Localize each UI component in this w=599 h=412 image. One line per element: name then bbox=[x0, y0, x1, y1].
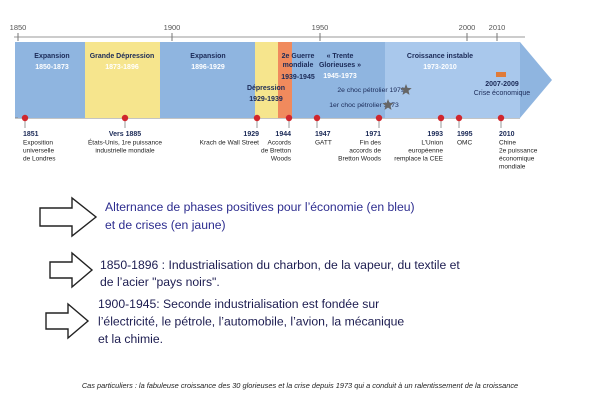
event-dot bbox=[21, 114, 29, 122]
event-text: universelle bbox=[23, 148, 54, 155]
event-text: Krach de Wall Street bbox=[200, 140, 260, 147]
event-year: 1971 bbox=[365, 131, 381, 138]
phase-period: 1973-2010 bbox=[423, 64, 457, 71]
event-year: 1993 bbox=[427, 131, 443, 138]
event-text: Accords bbox=[268, 140, 292, 147]
phase-band bbox=[292, 42, 385, 118]
event-text: L’Union bbox=[421, 140, 443, 147]
bullet-text: Alternance de phases positives pour l’éc… bbox=[105, 200, 415, 214]
bullet-text: de l’acier "pays noirs". bbox=[100, 275, 220, 289]
arrow-icon bbox=[39, 196, 98, 238]
event-dot bbox=[313, 114, 321, 122]
bullet-text: et de crises (en jaune) bbox=[105, 218, 226, 232]
event-text: économique bbox=[499, 156, 535, 163]
star bbox=[382, 99, 394, 110]
bullet-text: et la chimie. bbox=[98, 332, 163, 346]
phase-title: mondiale bbox=[283, 62, 314, 69]
phase-title: Croissance instable bbox=[407, 53, 473, 60]
year-label: 2010 bbox=[489, 23, 506, 32]
phase-title: Dépression bbox=[247, 85, 285, 92]
event-text: de Bretton bbox=[261, 148, 291, 155]
arrows bbox=[39, 196, 98, 340]
star bbox=[400, 84, 412, 95]
arrow-icon bbox=[45, 302, 90, 340]
event-dot bbox=[375, 114, 383, 122]
year-label: 1900 bbox=[164, 23, 181, 32]
arrow-icon bbox=[49, 251, 94, 289]
event-text: mondiale bbox=[499, 164, 526, 171]
event-year: 2010 bbox=[499, 131, 515, 138]
event-dot bbox=[285, 114, 293, 122]
event-text: Woods bbox=[271, 156, 292, 163]
shock-label: 1er choc pétrolier 1973 bbox=[329, 102, 399, 109]
event-dot bbox=[253, 114, 261, 122]
phase-period: 1896-1929 bbox=[191, 64, 225, 71]
event-text: remplace la CEE bbox=[394, 156, 443, 163]
event-text: de Londres bbox=[23, 156, 56, 163]
event-text: Exposition bbox=[23, 140, 53, 147]
event-text: 2e puissance bbox=[499, 148, 538, 155]
event-text: industrielle mondiale bbox=[95, 148, 155, 155]
year-label: 2000 bbox=[459, 23, 476, 32]
phase-period: 1873-1896 bbox=[105, 64, 139, 71]
phase-title: « Trente bbox=[327, 53, 354, 60]
phase-band bbox=[18, 42, 85, 118]
event-year: 1947 bbox=[315, 131, 331, 138]
event-text: OMC bbox=[457, 140, 472, 147]
phase-title: 2007-2009 bbox=[485, 81, 519, 88]
event-text: Chine bbox=[499, 140, 516, 147]
event-dot bbox=[121, 114, 129, 122]
event-year: 1944 bbox=[275, 131, 291, 138]
shock-label: 2e choc pétrolier 1979 bbox=[337, 87, 404, 94]
event-year: 1995 bbox=[457, 131, 473, 138]
event-text: Bretton Woods bbox=[338, 156, 382, 163]
phase-band bbox=[278, 42, 292, 118]
event-dot bbox=[455, 114, 463, 122]
event-text: Fin des bbox=[360, 140, 382, 147]
phase-band bbox=[85, 42, 160, 118]
phase-period: 1939-1945 bbox=[281, 74, 315, 81]
phase-band bbox=[160, 42, 255, 118]
footer: Cas particuliers : la fabuleuse croissan… bbox=[82, 381, 518, 390]
event-text: GATT bbox=[315, 140, 332, 147]
phase-title: 2e Guerre bbox=[282, 53, 315, 60]
event-text: accords de bbox=[349, 148, 381, 155]
phase-title: Expansion bbox=[34, 53, 69, 60]
phase-band bbox=[255, 42, 278, 118]
bullet-text: 1900-1945: Seconde industrialisation est… bbox=[98, 297, 379, 311]
phase-period: 1850-1873 bbox=[35, 64, 69, 71]
phase-title: Expansion bbox=[190, 53, 225, 60]
phase-period: 1929-1939 bbox=[249, 96, 283, 103]
event-year: Vers 1885 bbox=[109, 131, 141, 138]
phase-band bbox=[385, 42, 520, 118]
event-text: européenne bbox=[408, 148, 443, 155]
phase-period: 1945-1973 bbox=[323, 73, 357, 80]
event-text: États-Unis, 1re puissance bbox=[88, 138, 162, 147]
event-year: 1929 bbox=[243, 131, 259, 138]
phase-title: Glorieuses » bbox=[319, 62, 361, 69]
year-label: 1950 bbox=[312, 23, 329, 32]
event-dot bbox=[497, 114, 505, 122]
event-dot bbox=[437, 114, 445, 122]
crisis-mark bbox=[496, 72, 506, 77]
phase-period: Crise économique bbox=[474, 90, 531, 97]
event-year: 1851 bbox=[23, 131, 39, 138]
bullet-text: 1850-1896 : Industrialisation du charbon… bbox=[100, 258, 460, 272]
bullet-text: l’électricité, le pétrole, l’automobile,… bbox=[98, 315, 404, 329]
phase-title: Grande Dépression bbox=[90, 53, 155, 60]
year-label: 1850 bbox=[10, 23, 27, 32]
